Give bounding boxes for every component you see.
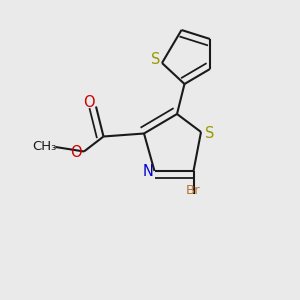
Text: O: O (70, 145, 82, 160)
Text: N: N (142, 164, 153, 178)
Text: CH₃: CH₃ (32, 140, 57, 154)
Text: O: O (83, 95, 94, 110)
Text: S: S (205, 126, 215, 141)
Text: S: S (151, 52, 160, 68)
Text: Br: Br (186, 184, 201, 197)
